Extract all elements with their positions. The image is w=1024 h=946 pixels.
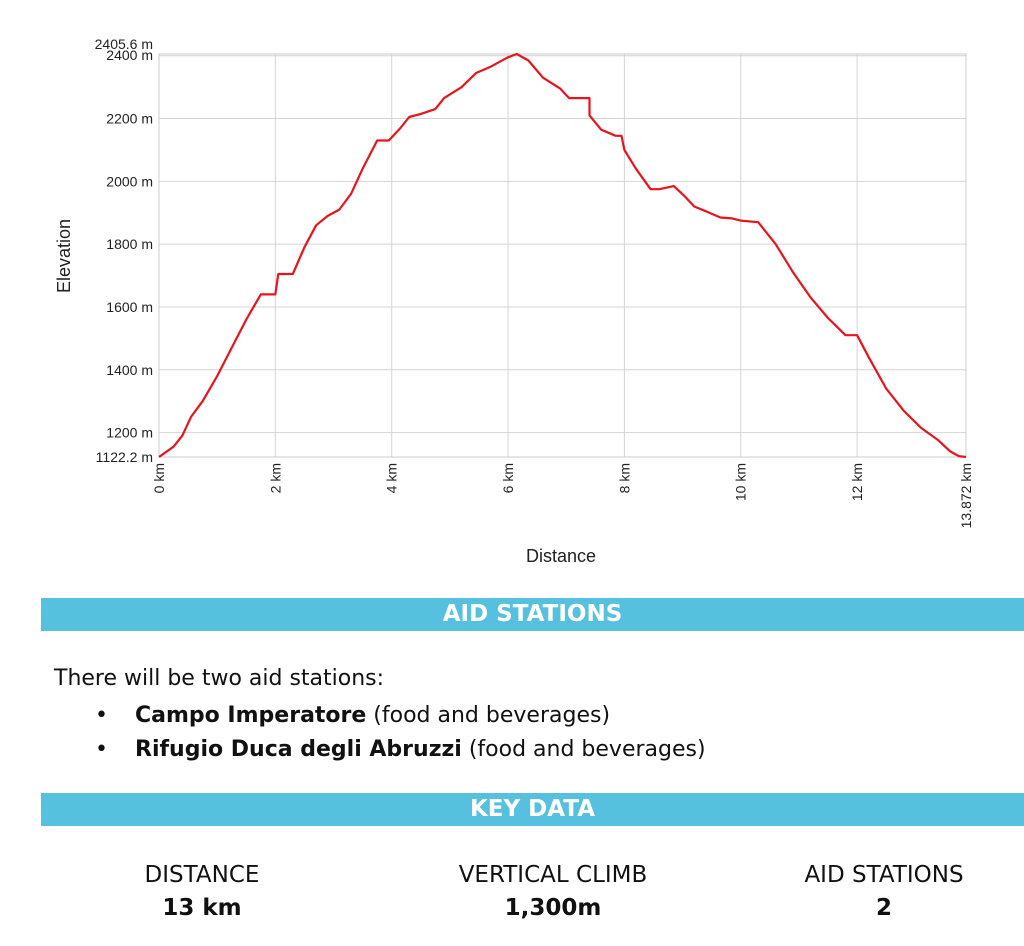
stat-label: AID STATIONS	[804, 862, 964, 888]
y-tick-label: 1600 m	[106, 299, 153, 315]
y-tick-label: 2405.6 m	[95, 36, 153, 52]
aid-station-name: Campo Imperatore	[135, 703, 367, 728]
x-tick-label: 8 km	[616, 463, 632, 493]
stat-vertical-climb: VERTICAL CLIMB 1,300m	[403, 858, 703, 924]
y-tick-label: 2000 m	[106, 173, 153, 189]
stat-value: 13 km	[162, 895, 242, 921]
y-tick-label: 1800 m	[106, 236, 153, 252]
list-item: Campo Imperatore (food and beverages)	[95, 699, 706, 733]
x-tick-label: 10 km	[733, 463, 749, 501]
stat-label: DISTANCE	[144, 862, 260, 888]
y-tick-label: 1400 m	[106, 362, 153, 378]
aid-stations-intro: There will be two aid stations:	[54, 666, 385, 691]
x-tick-label: 4 km	[384, 463, 400, 493]
x-tick-label: 12 km	[849, 463, 865, 501]
aid-stations-header: AID STATIONS	[41, 598, 1024, 631]
aid-stations-list: Campo Imperatore (food and beverages) Ri…	[95, 699, 706, 767]
elevation-chart: 1122.2 m 1200 m 1400 m 1600 m 1800 m 2000 m 22…	[54, 36, 974, 566]
stat-aid-stations: AID STATIONS 2	[734, 858, 1024, 924]
y-axis-title: Elevation	[54, 219, 74, 293]
x-tick-label: 0 km	[151, 463, 167, 493]
y-axis-ticks: 1122.2 m 1200 m 1400 m 1600 m 1800 m 2000 m 22…	[95, 36, 153, 465]
x-axis-ticks: 0 km 2 km 4 km 6 km 8 km 10 km 12 km 13.872 km	[151, 463, 974, 528]
key-data-header: KEY DATA	[41, 793, 1024, 826]
y-tick-label: 1200 m	[106, 425, 153, 441]
stat-distance: DISTANCE 13 km	[52, 858, 352, 924]
y-tick-label: 2400 m	[106, 47, 153, 63]
stat-value: 2	[875, 895, 892, 921]
aid-station-note: (food and beverages)	[366, 703, 611, 728]
stat-value: 1,300m	[504, 895, 602, 921]
stat-label: VERTICAL CLIMB	[458, 862, 648, 888]
x-tick-label: 13.872 km	[958, 463, 974, 528]
aid-station-note: (food and beverages)	[461, 737, 706, 762]
list-item: Rifugio Duca degli Abruzzi (food and bev…	[95, 733, 706, 767]
elevation-profile-line	[158, 52, 967, 459]
x-tick-label: 6 km	[500, 463, 516, 493]
y-tick-label: 2200 m	[106, 111, 153, 127]
x-axis-title: Distance	[526, 546, 596, 566]
plot-area-border	[158, 53, 967, 458]
y-tick-label: 1122.2 m	[96, 449, 153, 465]
chart-grid	[159, 54, 966, 457]
aid-station-name: Rifugio Duca degli Abruzzi	[135, 737, 462, 762]
x-tick-label: 2 km	[267, 463, 283, 493]
